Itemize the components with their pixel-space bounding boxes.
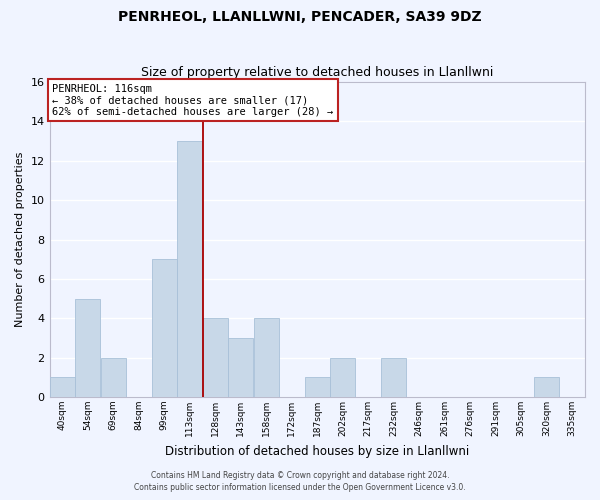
- Text: PENRHEOL, LLANLLWNI, PENCADER, SA39 9DZ: PENRHEOL, LLANLLWNI, PENCADER, SA39 9DZ: [118, 10, 482, 24]
- Bar: [152, 259, 177, 397]
- Bar: [228, 338, 253, 397]
- Text: PENRHEOL: 116sqm
← 38% of detached houses are smaller (17)
62% of semi-detached : PENRHEOL: 116sqm ← 38% of detached house…: [52, 84, 334, 117]
- Title: Size of property relative to detached houses in Llanllwni: Size of property relative to detached ho…: [141, 66, 493, 80]
- Bar: [50, 378, 75, 397]
- Bar: [254, 318, 279, 397]
- Bar: [101, 358, 126, 397]
- Bar: [534, 378, 559, 397]
- Y-axis label: Number of detached properties: Number of detached properties: [15, 152, 25, 327]
- Bar: [203, 318, 228, 397]
- Bar: [75, 298, 100, 397]
- Bar: [330, 358, 355, 397]
- Bar: [381, 358, 406, 397]
- Text: Contains HM Land Registry data © Crown copyright and database right 2024.
Contai: Contains HM Land Registry data © Crown c…: [134, 471, 466, 492]
- Bar: [305, 378, 330, 397]
- X-axis label: Distribution of detached houses by size in Llanllwni: Distribution of detached houses by size …: [165, 444, 469, 458]
- Bar: [177, 141, 202, 397]
